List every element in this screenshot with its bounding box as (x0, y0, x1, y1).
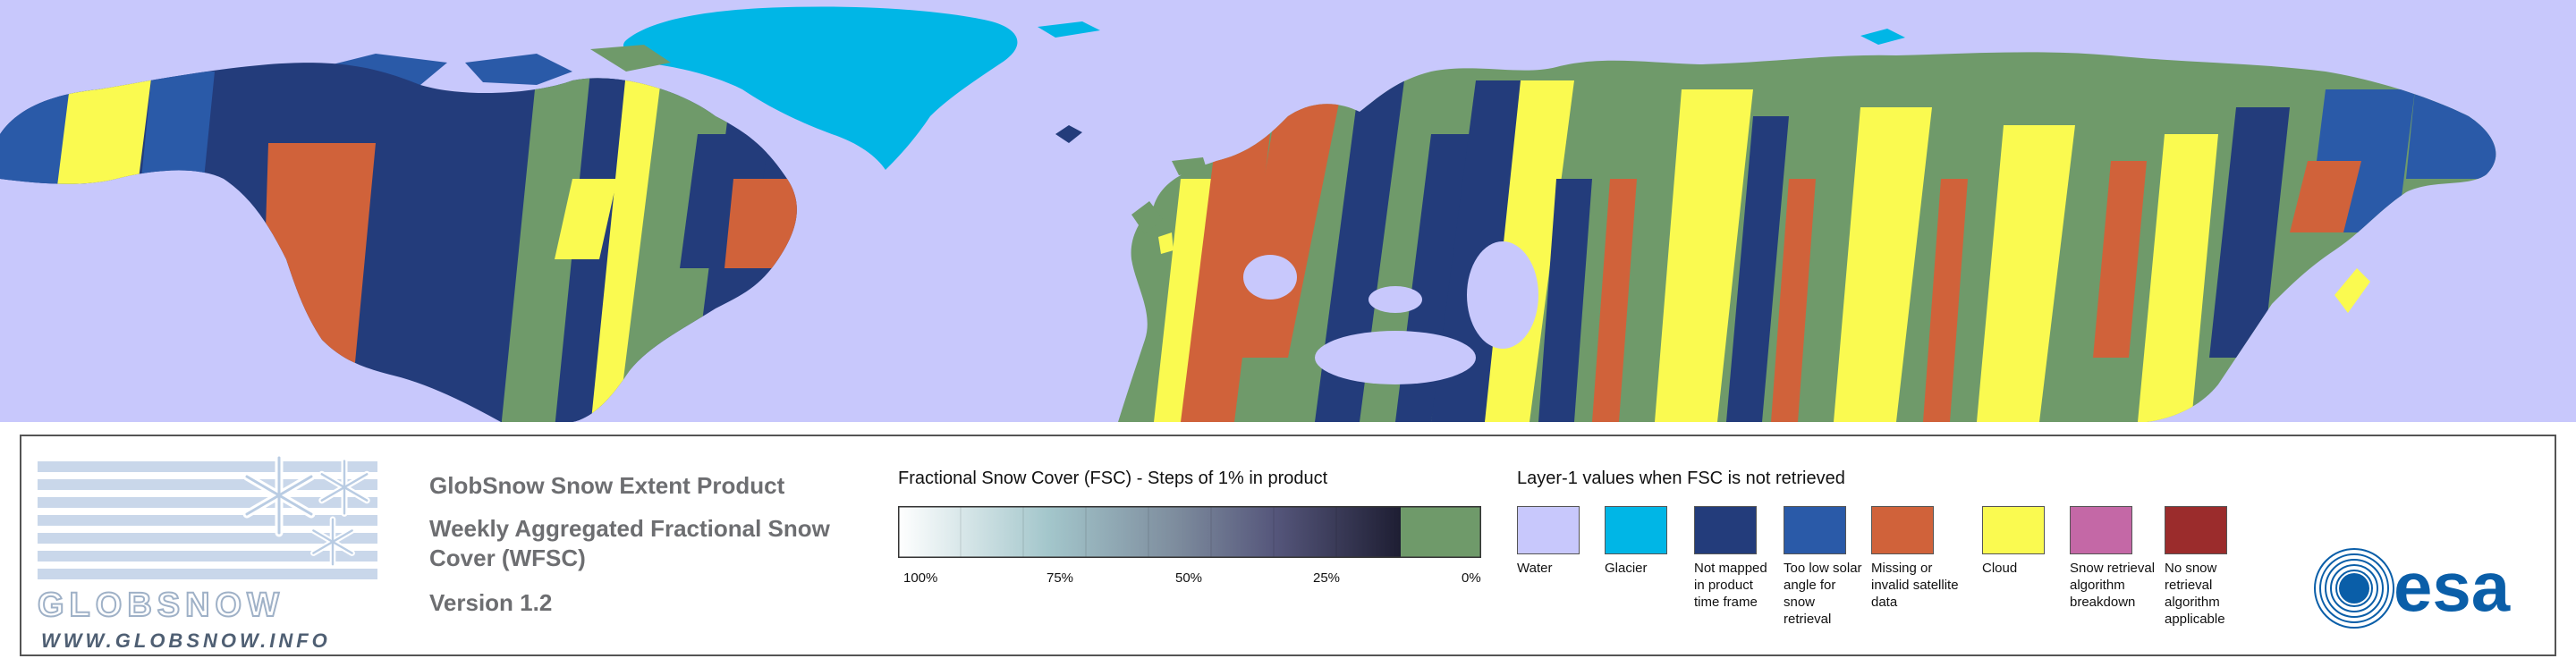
product-title: GlobSnow Snow Extent Product (429, 472, 785, 499)
legend-swatch (2165, 506, 2227, 554)
fsc-ticks: 100% 75% 50% 25% 0% (898, 570, 1488, 588)
legend-label: No snow retrieval algorithm applicable (2165, 561, 2225, 627)
legend-label: Not mapped in product time frame (1694, 561, 1767, 610)
fsc-tick-label: 50% (1175, 570, 1203, 586)
legend-item-no-algorithm: No snow retrieval algorithm applicable (2165, 506, 2245, 628)
esa-logo-text: esa (2394, 547, 2511, 626)
globsnow-logo: GLOBSNOW WWW.GLOBSNOW.INFO (37, 452, 404, 652)
legend-item-low-solar-angle: Too low solar angle for snow retrieval (1784, 506, 1864, 628)
fsc-tick-label: 75% (1046, 570, 1074, 586)
layer1-legend: Layer-1 values when FSC is not retrieved… (1517, 469, 2250, 627)
legend-label: Glacier (1605, 561, 1648, 576)
legend-swatch (1871, 506, 1934, 554)
greenland (623, 6, 1018, 170)
legend-item-missing-data: Missing or invalid satellite data (1871, 506, 1971, 611)
snowflake-icon (318, 458, 370, 517)
globsnow-wordmark: GLOBSNOW (37, 586, 284, 625)
legend-label: Too low solar angle for snow retrieval (1784, 561, 1862, 627)
product-subtitle: Weekly Aggregated Fractional Snow Cover … (429, 515, 830, 571)
globsnow-url: WWW.GLOBSNOW.INFO (41, 629, 331, 652)
legend-label: Cloud (1982, 561, 2018, 576)
legend-swatch (2070, 506, 2132, 554)
snowflake-icon (242, 453, 316, 537)
snow-cover-map (0, 0, 2576, 422)
fsc-tick-label: 100% (903, 570, 938, 586)
layer1-legend-title: Layer-1 values when FSC is not retrieved (1517, 469, 1845, 488)
product-version: Version 1.2 (429, 589, 553, 616)
product-titles: GlobSnow Snow Extent Product Weekly Aggr… (429, 472, 877, 617)
legend-item-not-mapped: Not mapped in product time frame (1694, 506, 1775, 611)
fsc-tick-label: 0% (1462, 570, 1481, 586)
legend-item-glacier: Glacier (1605, 506, 1689, 577)
legend-swatch (1694, 506, 1757, 554)
legend-swatch (1605, 506, 1667, 554)
fsc-legend-title: Fractional Snow Cover (FSC) - Steps of 1… (898, 469, 1328, 488)
snowflake-icon (310, 516, 355, 568)
legend-swatch (1517, 506, 1580, 554)
legend-label: Water (1517, 561, 1553, 576)
legend-item-algorithm-breakdown: Snow retrieval algorithm breakdown (2070, 506, 2168, 611)
fsc-legend: Fractional Snow Cover (FSC) - Steps of 1… (898, 469, 1488, 586)
legend-panel: GLOBSNOW WWW.GLOBSNOW.INFO GlobSnow Snow… (20, 435, 2556, 656)
legend-swatch (1784, 506, 1846, 554)
legend-item-water: Water (1517, 506, 1601, 577)
legend-item-cloud: Cloud (1982, 506, 2066, 577)
fsc-tick-label: 25% (1313, 570, 1341, 586)
legend-label: Missing or invalid satellite data (1871, 561, 1959, 610)
esa-logo: esa (2314, 547, 2511, 629)
legend-swatch (1982, 506, 2045, 554)
legend-label: Snow retrieval algorithm breakdown (2070, 561, 2156, 610)
fsc-color-ramp (898, 506, 1481, 558)
